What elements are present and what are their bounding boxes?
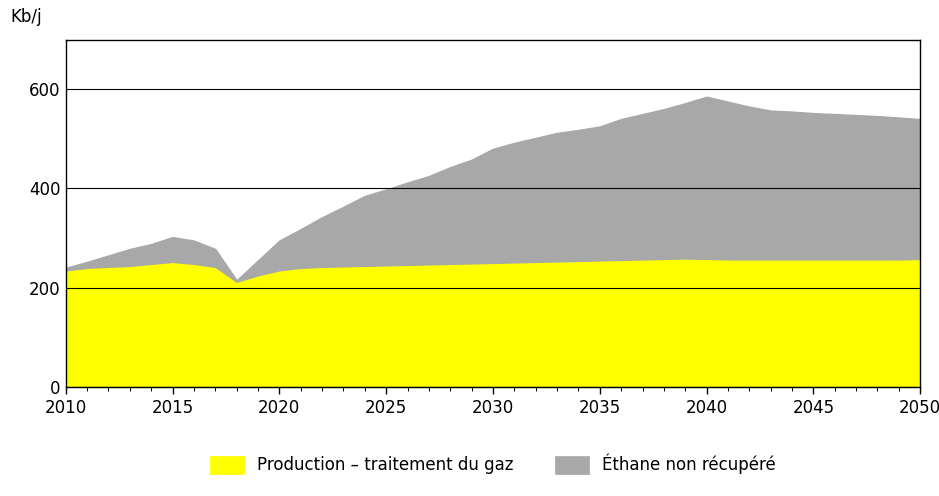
Legend: Production – traitement du gaz, Éthane non récupéré: Production – traitement du gaz, Éthane n… — [202, 445, 784, 483]
Text: Kb/j: Kb/j — [10, 8, 42, 26]
